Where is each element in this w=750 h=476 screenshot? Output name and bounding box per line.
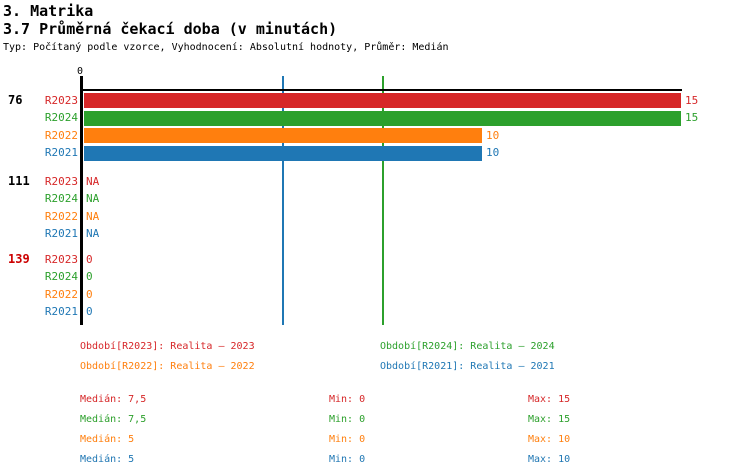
x-axis-tick-label: 0 [77, 66, 84, 77]
stat-min: Min: 0 [329, 394, 366, 405]
stat-median: Medián: 5 [80, 454, 135, 465]
row-series-label: R2023 [44, 252, 78, 266]
bar-value-label: 10 [486, 128, 500, 142]
median-reference-line [381, 76, 384, 325]
bar-value-label: 0 [86, 252, 93, 266]
stat-median: Medián: 7,5 [80, 394, 147, 405]
row-series-label: R2022 [44, 209, 78, 223]
x-axis-line [80, 89, 682, 91]
chart-meta-line: Typ: Počítaný podle vzorce, Vyhodnocení:… [3, 42, 449, 53]
stat-max: Max: 10 [528, 454, 571, 465]
legend-item: Období[R2023]: Realita – 2023 [80, 341, 255, 352]
bar [84, 93, 681, 108]
y-axis-line [80, 76, 83, 325]
bar-value-label: NA [86, 174, 100, 188]
row-series-label: R2021 [44, 227, 78, 241]
group-label: 139 [8, 252, 30, 266]
stat-max: Max: 15 [528, 414, 571, 425]
row-series-label: R2023 [44, 174, 78, 188]
bar-value-label: NA [86, 209, 100, 223]
bar-value-label: 10 [486, 146, 500, 160]
stat-min: Min: 0 [329, 434, 366, 445]
row-series-label: R2021 [44, 305, 78, 319]
bar-value-label: 15 [685, 111, 699, 125]
row-series-label: R2022 [44, 287, 78, 301]
row-series-label: R2021 [44, 146, 78, 160]
row-series-label: R2024 [44, 192, 78, 206]
bar [84, 128, 482, 144]
bar [84, 110, 681, 126]
chart-title: 3.7 Průměrná čekací doba (v minutách) [3, 20, 338, 38]
bar-value-label: NA [86, 192, 100, 206]
bar-chart: 0 76 R2023 15 R2024 15 R2022 10 R2021 10 111 R2023 N… [8, 66, 699, 325]
legend-item: Období[R2021]: Realita – 2021 [380, 361, 555, 372]
stat-min: Min: 0 [329, 414, 366, 425]
bar-value-label: 15 [685, 93, 699, 107]
bar-value-label: 0 [86, 287, 93, 301]
bar-value-label: NA [86, 227, 100, 241]
stat-min: Min: 0 [329, 454, 366, 465]
legend-item: Období[R2024]: Realita – 2024 [380, 341, 555, 352]
bar-value-label: 0 [86, 305, 93, 319]
row-series-label: R2024 [44, 270, 78, 284]
median-reference-line [282, 76, 284, 325]
row-series-label: R2022 [44, 128, 78, 142]
stat-median: Medián: 7,5 [80, 414, 147, 425]
group-label: 76 [8, 93, 23, 107]
group-label: 111 [8, 174, 30, 188]
stat-max: Max: 15 [528, 394, 571, 405]
legend-item: Období[R2022]: Realita – 2022 [80, 361, 255, 372]
row-series-label: R2023 [44, 93, 78, 107]
bar-value-label: 0 [86, 270, 93, 284]
bar [84, 145, 482, 161]
stat-median: Medián: 5 [80, 434, 135, 445]
row-series-label: R2024 [44, 111, 78, 125]
page-title: 3. Matrika [3, 2, 94, 20]
stat-max: Max: 10 [528, 434, 571, 445]
